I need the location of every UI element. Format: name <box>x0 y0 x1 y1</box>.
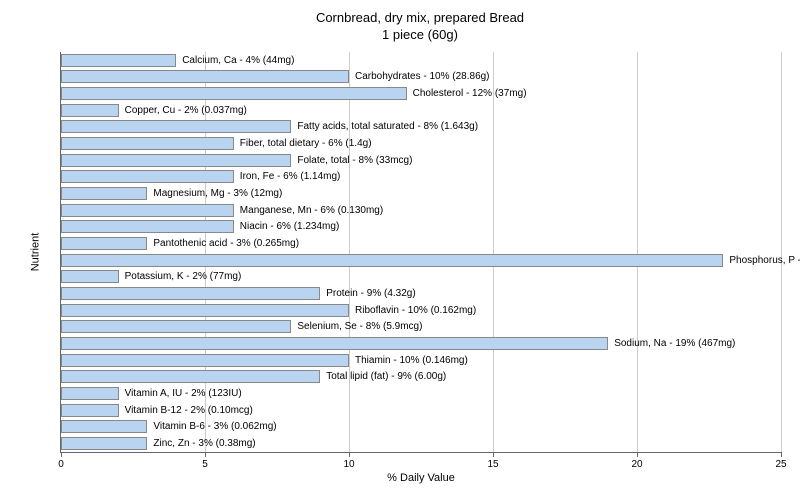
chart-title: Cornbread, dry mix, prepared Bread 1 pie… <box>60 10 780 44</box>
nutrient-label: Pantothenic acid - 3% (0.265mg) <box>153 238 299 249</box>
x-tick-label: 25 <box>775 459 786 470</box>
title-line1: Cornbread, dry mix, prepared Bread <box>316 10 524 25</box>
bar-row: Total lipid (fat) - 9% (6.00g) <box>61 370 446 383</box>
nutrient-bar <box>61 87 407 100</box>
x-tick <box>781 452 782 457</box>
bar-row: Vitamin A, IU - 2% (123IU) <box>61 387 242 400</box>
bar-row: Thiamin - 10% (0.146mg) <box>61 354 468 367</box>
bar-row: Potassium, K - 2% (77mg) <box>61 270 241 283</box>
nutrient-label: Niacin - 6% (1.234mg) <box>240 221 339 232</box>
nutrient-label: Copper, Cu - 2% (0.037mg) <box>125 105 247 116</box>
bar-row: Pantothenic acid - 3% (0.265mg) <box>61 237 299 250</box>
gridline <box>493 52 494 452</box>
bar-row: Manganese, Mn - 6% (0.130mg) <box>61 204 383 217</box>
nutrient-label: Sodium, Na - 19% (467mg) <box>614 338 735 349</box>
nutrient-label: Cholesterol - 12% (37mg) <box>413 88 527 99</box>
nutrient-label: Protein - 9% (4.32g) <box>326 288 416 299</box>
nutrient-label: Potassium, K - 2% (77mg) <box>125 271 242 282</box>
x-tick <box>493 452 494 457</box>
nutrient-bar <box>61 170 234 183</box>
nutrient-label: Magnesium, Mg - 3% (12mg) <box>153 188 282 199</box>
nutrient-label: Calcium, Ca - 4% (44mg) <box>182 55 294 66</box>
x-tick-label: 15 <box>487 459 498 470</box>
nutrient-label: Vitamin A, IU - 2% (123IU) <box>125 388 242 399</box>
x-tick-label: 10 <box>343 459 354 470</box>
nutrient-bar <box>61 220 234 233</box>
nutrient-bar <box>61 320 291 333</box>
nutrient-label: Iron, Fe - 6% (1.14mg) <box>240 171 341 182</box>
nutrient-bar <box>61 404 119 417</box>
nutrient-label: Vitamin B-12 - 2% (0.10mcg) <box>125 405 253 416</box>
bar-row: Carbohydrates - 10% (28.86g) <box>61 70 490 83</box>
x-tick <box>205 452 206 457</box>
chart-container: Cornbread, dry mix, prepared Bread 1 pie… <box>0 0 800 500</box>
nutrient-label: Carbohydrates - 10% (28.86g) <box>355 71 490 82</box>
x-tick <box>637 452 638 457</box>
nutrient-bar <box>61 137 234 150</box>
nutrient-bar <box>61 437 147 450</box>
nutrient-bar <box>61 70 349 83</box>
nutrient-bar <box>61 204 234 217</box>
nutrient-bar <box>61 287 320 300</box>
bar-row: Vitamin B-12 - 2% (0.10mcg) <box>61 404 253 417</box>
nutrient-bar <box>61 154 291 167</box>
bar-row: Zinc, Zn - 3% (0.38mg) <box>61 437 256 450</box>
bar-row: Riboflavin - 10% (0.162mg) <box>61 304 476 317</box>
nutrient-label: Manganese, Mn - 6% (0.130mg) <box>240 205 383 216</box>
gridline <box>781 52 782 452</box>
gridline <box>637 52 638 452</box>
gridline <box>349 52 350 452</box>
x-tick-label: 5 <box>202 459 208 470</box>
nutrient-bar <box>61 420 147 433</box>
nutrient-label: Fatty acids, total saturated - 8% (1.643… <box>297 121 478 132</box>
x-axis-label: % Daily Value <box>387 472 455 484</box>
bar-row: Sodium, Na - 19% (467mg) <box>61 337 735 350</box>
bar-row: Magnesium, Mg - 3% (12mg) <box>61 187 282 200</box>
bar-row: Selenium, Se - 8% (5.9mcg) <box>61 320 422 333</box>
nutrient-bar <box>61 270 119 283</box>
nutrient-label: Phosphorus, P - 23% (226mg) <box>729 255 800 266</box>
nutrient-bar <box>61 370 320 383</box>
nutrient-label: Total lipid (fat) - 9% (6.00g) <box>326 371 446 382</box>
bar-row: Vitamin B-6 - 3% (0.062mg) <box>61 420 277 433</box>
bar-row: Protein - 9% (4.32g) <box>61 287 416 300</box>
x-tick-label: 0 <box>58 459 64 470</box>
bar-row: Phosphorus, P - 23% (226mg) <box>61 254 800 267</box>
y-axis-label: Nutrient <box>29 233 41 272</box>
nutrient-label: Folate, total - 8% (33mcg) <box>297 155 412 166</box>
nutrient-bar <box>61 237 147 250</box>
plot-area: Nutrient % Daily Value 0510152025Calcium… <box>60 52 781 453</box>
bar-row: Copper, Cu - 2% (0.037mg) <box>61 104 247 117</box>
nutrient-label: Riboflavin - 10% (0.162mg) <box>355 305 476 316</box>
x-tick <box>349 452 350 457</box>
bar-row: Niacin - 6% (1.234mg) <box>61 220 339 233</box>
bar-row: Folate, total - 8% (33mcg) <box>61 154 412 167</box>
nutrient-label: Zinc, Zn - 3% (0.38mg) <box>153 438 255 449</box>
nutrient-label: Vitamin B-6 - 3% (0.062mg) <box>153 421 276 432</box>
nutrient-label: Thiamin - 10% (0.146mg) <box>355 355 468 366</box>
nutrient-bar <box>61 354 349 367</box>
bar-row: Fiber, total dietary - 6% (1.4g) <box>61 137 372 150</box>
nutrient-bar <box>61 304 349 317</box>
title-line2: 1 piece (60g) <box>382 27 458 42</box>
nutrient-bar <box>61 104 119 117</box>
nutrient-label: Selenium, Se - 8% (5.9mcg) <box>297 321 422 332</box>
bar-row: Cholesterol - 12% (37mg) <box>61 87 527 100</box>
bar-row: Iron, Fe - 6% (1.14mg) <box>61 170 340 183</box>
x-tick <box>61 452 62 457</box>
nutrient-bar <box>61 387 119 400</box>
nutrient-bar <box>61 54 176 67</box>
nutrient-bar <box>61 120 291 133</box>
nutrient-bar <box>61 187 147 200</box>
nutrient-label: Fiber, total dietary - 6% (1.4g) <box>240 138 372 149</box>
nutrient-bar <box>61 254 723 267</box>
nutrient-bar <box>61 337 608 350</box>
bar-row: Fatty acids, total saturated - 8% (1.643… <box>61 120 478 133</box>
x-tick-label: 20 <box>631 459 642 470</box>
bar-row: Calcium, Ca - 4% (44mg) <box>61 54 294 67</box>
